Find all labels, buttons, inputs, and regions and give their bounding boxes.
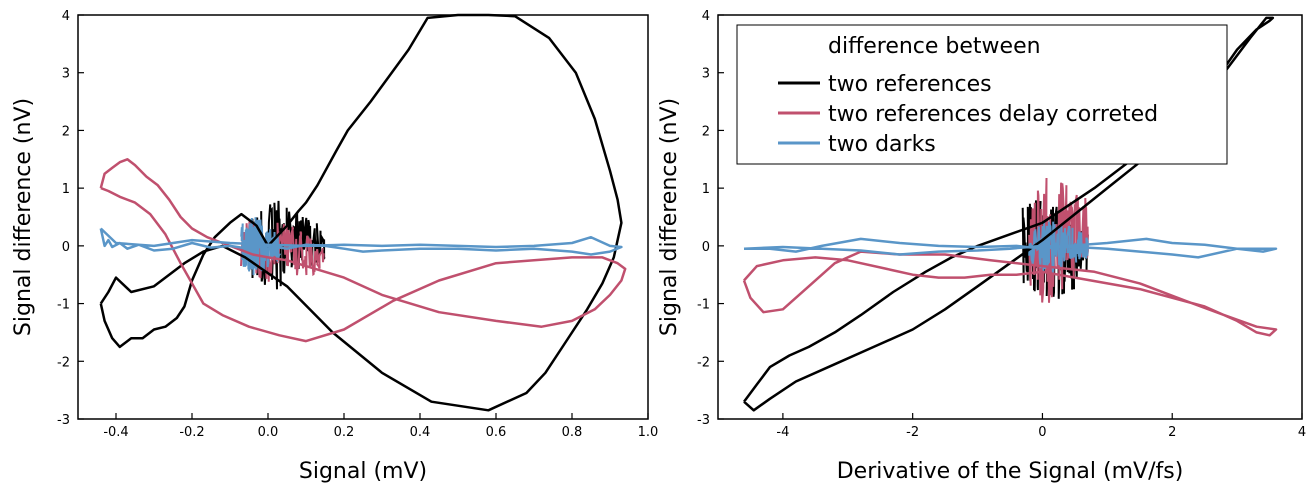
right-chart-panel: -4 -2 0 2 4 -3 -2 -1 0 1 2 3 4 Derivative of the Sig…: [657, 9, 1306, 484]
right-y-tick-label: 0: [702, 240, 710, 255]
left-x-tick-label: -0.4: [103, 425, 128, 440]
right-y-tick-label: -2: [697, 355, 710, 370]
legend-box: [736, 24, 1228, 165]
left-y-tick-label: 4: [62, 9, 70, 24]
right-y-tick-label: 3: [702, 67, 710, 82]
right-x-tick-label: 2: [1168, 425, 1176, 440]
left-y-tick-label: 3: [62, 67, 70, 82]
left-series-line-0: [99, 13, 623, 412]
left-x-tick-label: 0.8: [562, 425, 583, 440]
right-y-axis-label: Signal difference (nV): [657, 98, 682, 336]
left-chart-panel: -0.4 -0.2 0.0 0.2 0.4 0.6 0.8 1.0 -3 -2 -1 0 1 2 3 4 Si…: [11, 9, 658, 484]
right-y-tick-label: 2: [702, 124, 710, 139]
right-ticks-group: -4 -2 0 2 4 -3 -2 -1 0 1 2 3 4: [697, 9, 1306, 440]
legend-entry-two-darks: two darks: [828, 132, 936, 157]
left-series-line-2: [99, 227, 623, 256]
left-x-tick-label: 1.0: [638, 425, 659, 440]
right-x-tick-label: -2: [906, 425, 919, 440]
left-noise-cluster-1: [240, 218, 325, 282]
right-x-tick-label: 4: [1298, 425, 1306, 440]
right-series-line-0: [742, 16, 1275, 412]
right-x-tick-label: -4: [776, 425, 789, 440]
right-y-tick-label: 1: [702, 182, 710, 197]
legend: difference between two references two re…: [736, 24, 1228, 165]
left-y-tick-label: -2: [57, 355, 70, 370]
left-x-tick-label: 0.6: [486, 425, 507, 440]
left-x-tick-label: 0.2: [334, 425, 355, 440]
left-x-tick-label: -0.2: [179, 425, 204, 440]
right-x-axis-label: Derivative of the Signal (mV/fs): [837, 459, 1184, 484]
legend-title: difference between: [828, 34, 1041, 59]
right-y-tick-label: -1: [697, 298, 710, 313]
left-ticks-group: -0.4 -0.2 0.0 0.2 0.4 0.6 0.8 1.0 -3 -2 -1 0 1 2 3 4: [57, 9, 658, 440]
right-series-line-2: [743, 237, 1278, 259]
legend-entry-two-references-delay-corrected: two references delay correted: [828, 102, 1158, 127]
left-series-line-1: [99, 158, 627, 343]
right-y-tick-label: 4: [702, 9, 710, 24]
left-y-tick-label: 1: [62, 182, 70, 197]
left-x-tick-label: 0.4: [410, 425, 431, 440]
right-x-tick-label: 0: [1038, 425, 1046, 440]
left-y-tick-label: -3: [57, 413, 70, 428]
left-plot-frame: [77, 14, 649, 420]
legend-entry-two-references: two references: [828, 72, 992, 97]
left-y-tick-label: 2: [62, 124, 70, 139]
left-y-tick-label: 0: [62, 240, 70, 255]
left-x-tick-label: 0.0: [258, 425, 279, 440]
left-y-axis-label: Signal difference (nV): [11, 98, 36, 336]
left-x-axis-label: Signal (mV): [299, 459, 427, 484]
left-series-group: [99, 13, 627, 412]
left-y-tick-label: -1: [57, 298, 70, 313]
right-y-tick-label: -3: [697, 413, 710, 428]
right-series-group: [742, 16, 1278, 412]
